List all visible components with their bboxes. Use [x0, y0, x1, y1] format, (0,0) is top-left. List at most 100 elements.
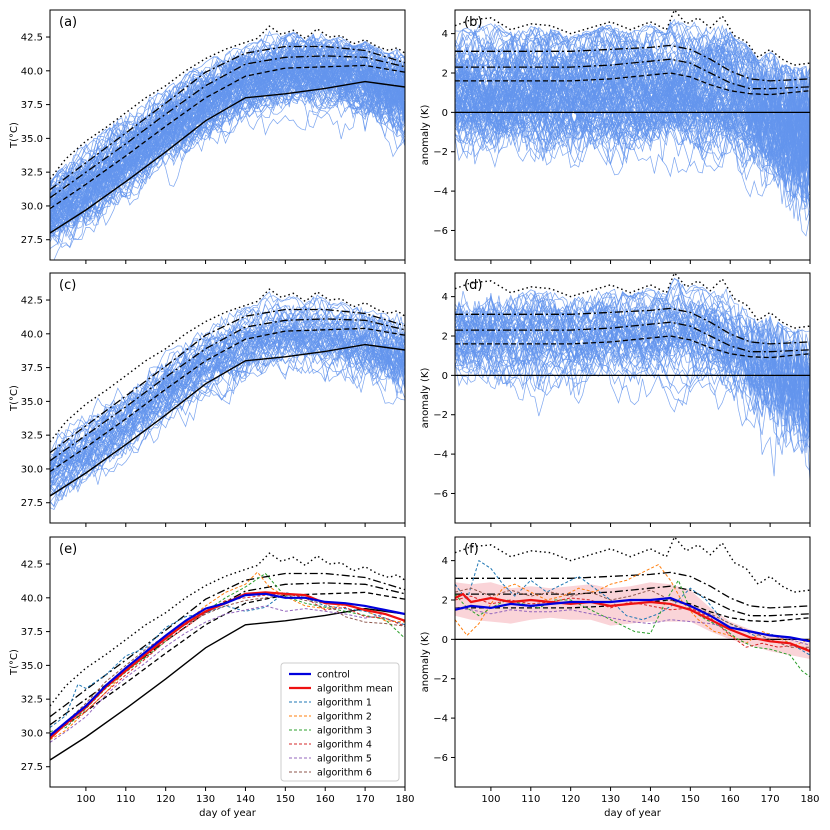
x-tick-label: 120	[561, 794, 580, 805]
ref-solid-line	[50, 343, 405, 497]
ref-dotted-max-line	[455, 273, 810, 329]
panel-e: 27.5 30.0 32.5 35.0 37.5 40.0 42.5 100 110 120 130…	[9, 536, 415, 819]
y-tick-label: 37.5	[21, 363, 43, 374]
x-tick-label: 110	[521, 794, 540, 805]
axes-frame	[454, 272, 811, 524]
ensemble-line	[455, 306, 810, 441]
y-axis-label: anomaly (K)	[420, 632, 431, 693]
ensemble-line	[50, 310, 405, 479]
legend-entry: algorithm mean	[317, 684, 393, 695]
ensemble-line	[455, 18, 810, 101]
ensemble-line	[455, 71, 810, 204]
x-tick-label: 170	[356, 794, 375, 805]
ref-dotted-max-line	[455, 537, 810, 593]
ensemble-line	[455, 34, 810, 123]
ensemble-line	[455, 27, 810, 141]
y-tick-label: 37.5	[21, 627, 43, 638]
x-tick-label: 130	[196, 794, 215, 805]
ref-dashed-line	[50, 327, 405, 473]
ensemble-line	[455, 25, 810, 142]
ensemble-line	[50, 317, 405, 468]
ref-dashdot-line	[50, 308, 405, 454]
ensemble-line	[455, 305, 810, 455]
ref-dashdot-line	[455, 307, 810, 345]
y-tick-label: 30.0	[21, 201, 43, 212]
ref-dashed-line	[455, 335, 810, 359]
y-tick-label: 0	[442, 371, 448, 382]
series-algorithm-3	[455, 579, 810, 678]
x-axis-label: day of year	[199, 808, 257, 819]
ref-dashdot-line	[50, 318, 405, 462]
ensemble-line	[50, 56, 405, 216]
series-algorithm-mean	[455, 592, 810, 653]
x-tick-label: 170	[761, 794, 780, 805]
ensemble-line	[455, 20, 810, 133]
plot-area-f	[455, 537, 810, 678]
ref-dashdot-line	[455, 571, 810, 609]
ensemble-line	[455, 308, 810, 419]
x-tick-label: 140	[236, 794, 255, 805]
panel-label: (a)	[59, 15, 77, 30]
ensemble-line	[455, 315, 810, 412]
ref-dotted-max-line	[50, 552, 405, 707]
ref-dotted-max-line	[455, 10, 810, 66]
y-tick-label: −4	[433, 450, 448, 461]
y-tick-label: −2	[433, 410, 448, 421]
ref-dashdot-line	[455, 58, 810, 90]
y-tick-label: −6	[433, 226, 448, 237]
ensemble-line	[50, 306, 405, 495]
x-tick-label: 110	[116, 794, 135, 805]
y-tick-label: 37.5	[21, 100, 43, 111]
ref-dashdot-line	[50, 55, 405, 199]
ensemble-line	[455, 25, 810, 119]
ensemble-line	[455, 43, 810, 133]
y-tick-label: 42.5	[21, 560, 43, 571]
ensemble-line	[455, 340, 810, 429]
ensemble-line	[50, 323, 405, 493]
y-tick-label: −4	[433, 187, 448, 198]
y-tick-label: 42.5	[21, 33, 43, 44]
axes-frame	[49, 272, 406, 524]
ensemble-line	[50, 326, 405, 473]
ensemble-line	[455, 310, 810, 423]
series-algorithm-4	[50, 593, 405, 738]
ensemble-line	[455, 24, 810, 101]
ensemble-line	[455, 291, 810, 415]
panel-f: −6 −4 −2 0 2 4 100 110 120 130 140 150 160 170 180 anom…	[420, 536, 820, 819]
ensemble-line	[455, 87, 810, 213]
x-tick-label: 160	[721, 794, 740, 805]
series-algorithm-1	[50, 591, 405, 728]
legend-box	[280, 662, 400, 782]
y-tick-label: 4	[442, 292, 448, 303]
ref-solid-line	[50, 607, 405, 761]
ref-dashed-line	[455, 599, 810, 623]
y-tick-label: 40.0	[21, 66, 43, 77]
panel-label: (d)	[464, 278, 482, 293]
legend-entry: algorithm 2	[317, 712, 372, 723]
y-tick-label: 27.5	[21, 762, 43, 773]
ref-solid-line	[50, 80, 405, 234]
y-tick-label: 40.0	[21, 593, 43, 604]
ensemble-line	[50, 57, 405, 200]
x-tick-label: 150	[276, 794, 295, 805]
legend-entry: algorithm 3	[317, 726, 372, 737]
ensemble-line	[455, 315, 810, 390]
ensemble-line	[455, 297, 810, 401]
panel-a: 27.5 30.0 32.5 35.0 37.5 40.0 42.5 T(°C) (a)	[9, 9, 406, 264]
ref-dashdot-line	[455, 585, 810, 617]
axes-frame	[49, 9, 406, 261]
y-tick-label: 2	[442, 595, 448, 606]
ensemble-line	[455, 73, 810, 203]
y-tick-label: 0	[442, 108, 448, 119]
plot-area-e	[50, 552, 405, 761]
y-axis-label: T(°C)	[9, 385, 20, 412]
ref-dotted-max-line	[50, 25, 405, 180]
ensemble-line	[50, 61, 405, 228]
y-axis-label: anomaly (K)	[420, 105, 431, 166]
ensemble-line	[50, 299, 405, 455]
plot-area-b	[455, 10, 810, 237]
series-algorithm-6	[50, 594, 405, 735]
y-tick-label: 42.5	[21, 296, 43, 307]
y-tick-label: 35.0	[21, 397, 43, 408]
y-tick-label: 32.5	[21, 431, 43, 442]
